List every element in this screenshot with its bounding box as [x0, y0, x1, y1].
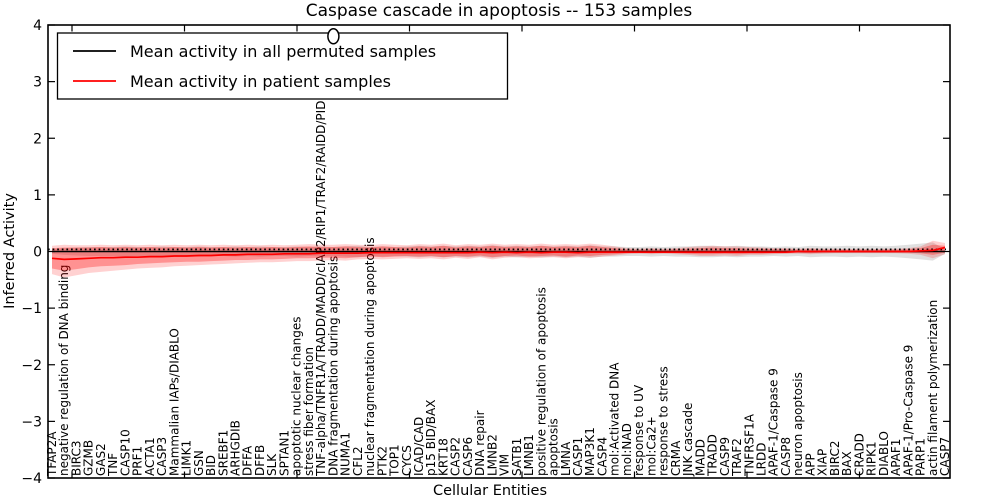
x-tick-label: GSN: [192, 450, 206, 476]
x-tick-label: CASP2: [449, 437, 463, 476]
x-tick-label: response to stress: [657, 366, 671, 476]
x-tick-label: DFFA: [241, 445, 255, 476]
x-tick-label: XIAP: [816, 449, 830, 476]
y-tick-label: 2: [33, 131, 42, 147]
x-tick-label: MAP3K1: [583, 427, 597, 476]
mean-lines: [48, 246, 946, 261]
x-tick-label: CASP3: [155, 437, 169, 476]
x-tick-label: LMNB1: [522, 434, 536, 476]
x-tick-label: BIRC2: [828, 440, 842, 476]
x-tick-label: TRAF2: [730, 438, 744, 477]
x-tick-label: mol:NAD: [620, 423, 634, 476]
x-tick-label: BIRC3: [70, 440, 84, 476]
x-tick-label: TNF: [106, 453, 120, 477]
x-tick-label: CASP1: [571, 437, 585, 476]
x-tick-label: CYCS: [400, 445, 414, 476]
x-tick-label: nuclear fragmentation during apoptosis: [363, 237, 377, 476]
x-tick-label: mol:Ca2+: [644, 416, 658, 476]
x-tick-label: positive regulation of apoptosis: [534, 287, 548, 476]
x-tick-label: RIPK1: [865, 441, 879, 476]
x-tick-label: response to UV: [632, 384, 646, 476]
x-tick-label: SREBF1: [216, 430, 230, 476]
x-tick-label: VIM: [498, 454, 512, 476]
x-tick-label: PTK2: [375, 446, 389, 476]
x-tick-label: SPTAN1: [277, 430, 291, 476]
x-tick-label: apoptotic nuclear changes: [290, 317, 304, 476]
x-tick-label: NUMA1: [339, 432, 353, 476]
x-tick-label: APP: [803, 453, 817, 476]
legend-label-patient: Mean activity in patient samples: [130, 72, 391, 91]
y-tick-label: 3: [33, 75, 42, 91]
x-tick-label: apoptosis: [547, 418, 561, 476]
x-tick-label: DFFB: [253, 445, 267, 476]
x-tick-label: negative regulation of DNA binding: [57, 265, 71, 476]
x-tick-label: GAS2: [94, 443, 108, 476]
x-tick-label: DNA fragmentation during apoptosis: [326, 256, 340, 476]
x-tick-label: BAX: [840, 451, 854, 476]
x-tick-label: TNF-alpha/TNFR1A/TRADD/MADD/cIAP2/RIP1/T…: [314, 91, 328, 477]
y-tick-label: 4: [33, 18, 42, 34]
x-tick-label: LMNA: [559, 441, 573, 476]
y-axis-label: Inferred Activity: [2, 193, 18, 309]
x-tick-label: APAF-1/Caspase 9: [767, 368, 781, 476]
x-tick-label: APAF-1/Pro-Caspase 9: [901, 345, 915, 476]
x-tick-label: CRMA: [669, 440, 683, 476]
annotations: [327, 28, 340, 45]
y-tick-label: −1: [21, 301, 42, 317]
x-tick-label: CRADD: [852, 433, 866, 476]
legend-label-permuted: Mean activity in all permuted samples: [130, 42, 436, 61]
x-tick-label: CASP7: [938, 437, 952, 476]
x-tick-label: GZMB: [82, 440, 96, 476]
x-tick-label: actin filament polymerization: [926, 300, 940, 476]
x-tick-label: ICAD/CAD: [412, 417, 426, 476]
y-tick-label: −4: [21, 471, 42, 487]
x-tick-label: SLK: [265, 453, 279, 476]
x-tick-label: PRF1: [131, 446, 145, 476]
x-tick-label: LIMK1: [180, 440, 194, 476]
outlier-circle-marker: [327, 28, 340, 45]
x-tick-label: DIABLO: [877, 431, 891, 476]
x-tick-label: BID: [204, 455, 218, 476]
x-tick-label: neuron apoptosis: [791, 372, 805, 476]
x-tick-label: MADD: [693, 439, 707, 476]
x-tick-label: SATB1: [510, 438, 524, 476]
x-tick-label: TNFRSF1A: [742, 413, 756, 477]
patient-mean-line: [51, 246, 946, 261]
y-tick-label: −2: [21, 358, 42, 374]
x-tick-label: LMNB2: [485, 434, 499, 476]
confidence-bands: [52, 240, 945, 278]
x-tick-label: CASP4: [596, 437, 610, 476]
x-tick-label: TRADD: [706, 434, 720, 477]
x-tick-label: CASP10: [118, 429, 132, 476]
x-axis-label: Cellular Entities: [433, 483, 547, 499]
x-tick-label: KRT18: [437, 438, 451, 476]
y-tick-label: 0: [33, 245, 42, 261]
y-tick-label: 1: [33, 188, 42, 204]
x-tick-label: ARHGDIB: [229, 420, 243, 476]
legend: Mean activity in all permuted samples Me…: [56, 32, 509, 100]
x-tick-label: CASP8: [779, 437, 793, 476]
x-tick-label: CFL2: [351, 446, 365, 476]
y-tick-label: −3: [21, 414, 42, 430]
x-tick-label: mol:Activated DNA: [608, 362, 622, 476]
x-tick-label: CASP9: [718, 437, 732, 476]
x-tick-label: TOP1: [388, 444, 402, 477]
legend-box: [56, 32, 509, 100]
x-tick-label: stress fiber formation: [302, 347, 316, 476]
patient-samples-band-outer: [52, 240, 945, 278]
axes-frame-and-ticks: 4 3 2 1 0 −1 −2 −3 −4: [21, 18, 951, 487]
x-tick-label: ACTA1: [143, 437, 157, 476]
x-tick-label: PARP1: [914, 438, 928, 476]
x-tick-label: DNA repair: [473, 410, 487, 476]
x-tick-label: LRDD: [755, 442, 769, 476]
x-tick-label: p15 BID/BAX: [424, 400, 438, 476]
x-tick-label: JNK cascade: [681, 403, 695, 477]
x-tick-label: CASP6: [461, 437, 475, 476]
x-tick-label: Mammalian IAPs/DIABLO: [167, 328, 181, 476]
x-tick-label: APAF1: [889, 439, 903, 476]
chart-title: Caspase cascade in apoptosis -- 153 samp…: [306, 1, 693, 21]
